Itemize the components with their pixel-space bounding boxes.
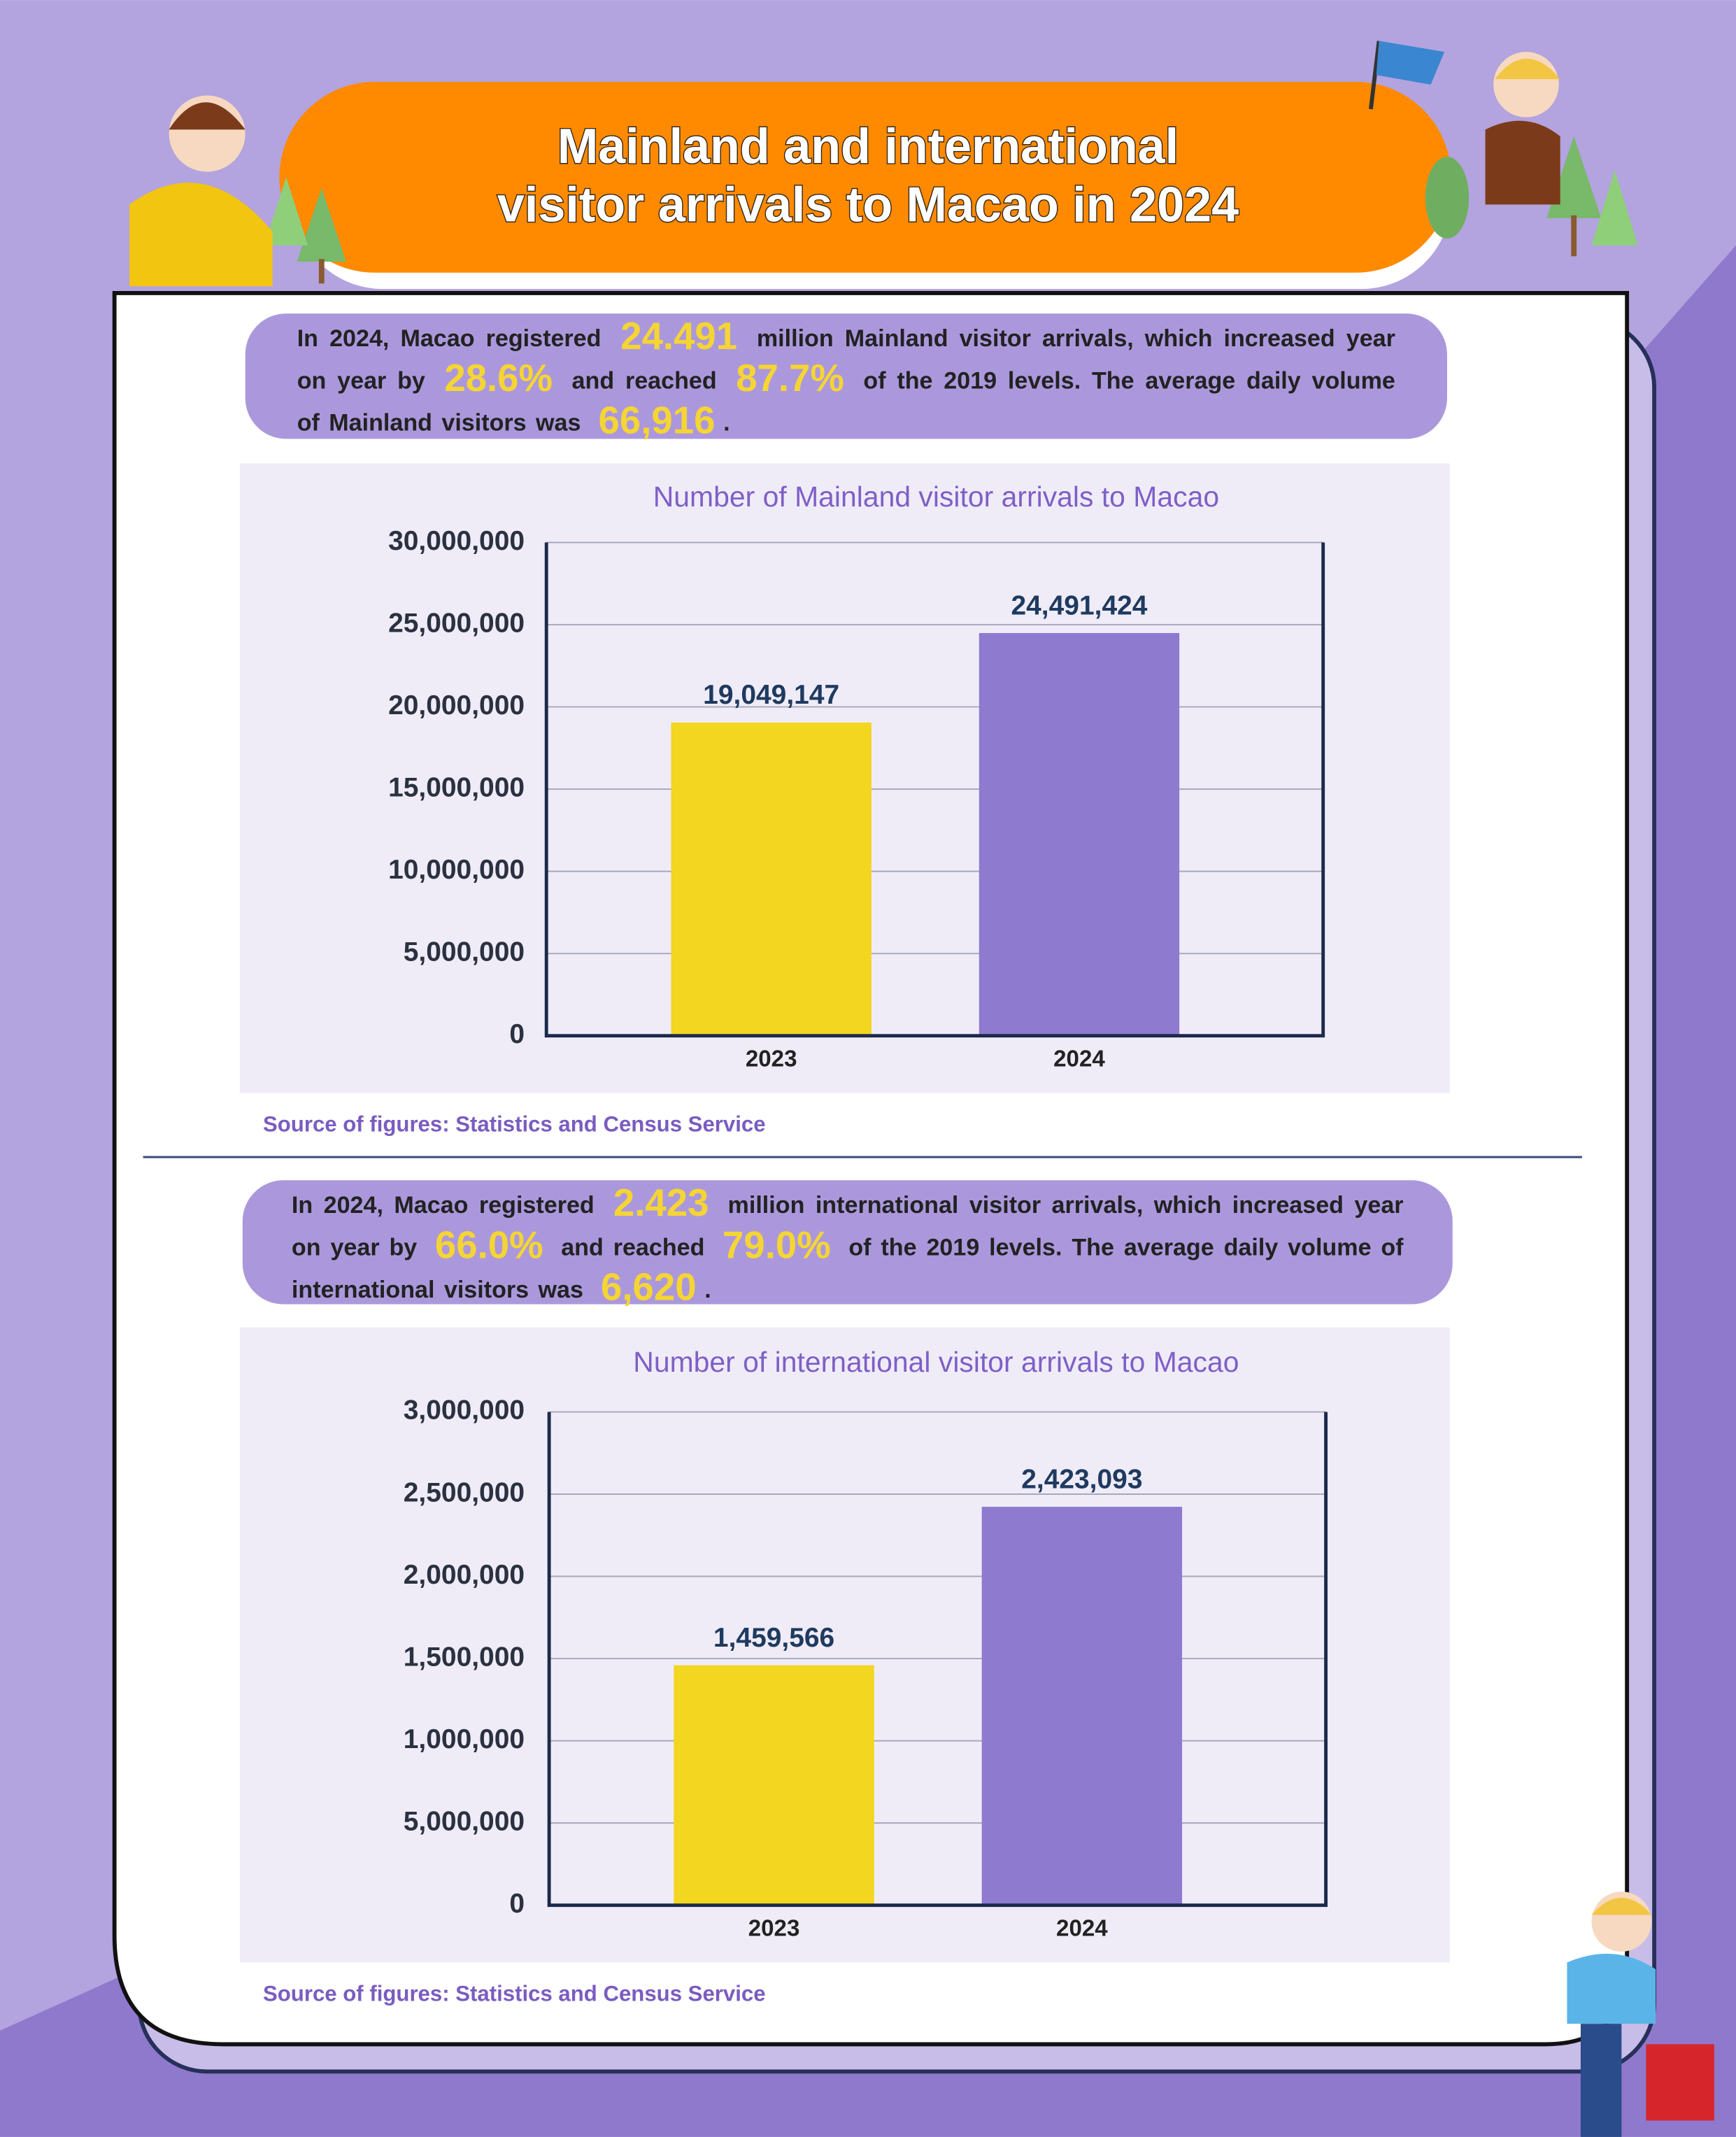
y-tick-label: 20,000,000 [388, 690, 525, 720]
chart-title: Number of Mainland visitor arrivals to M… [653, 481, 1219, 513]
y-tick-label: 5,000,000 [404, 937, 525, 967]
y-tick-label: 15,000,000 [388, 772, 525, 802]
bar [979, 632, 1180, 1036]
summary-phrase: million Mainland visitor arrivals, which… [297, 324, 1395, 395]
summary-phrase: and reached [571, 367, 717, 395]
summary-phrase: In 2024, Macao registered [297, 324, 602, 352]
y-tick-label: 1,000,000 [404, 1724, 525, 1754]
highlight-figure: 2.423 [613, 1183, 709, 1224]
x-tick-label: 2023 [748, 1916, 800, 1942]
summary: In 2024, Macao registered 24.491 million… [297, 316, 1395, 441]
title-pill [279, 82, 1451, 273]
summary-phrase: In 2024, Macao registered [291, 1191, 595, 1219]
y-tick-label: 10,000,000 [388, 855, 525, 885]
highlight-figure: 87.7% [736, 357, 844, 399]
summary-box [245, 313, 1447, 439]
x-tick-label: 2023 [746, 1046, 797, 1072]
source-note: Source of figures: Statistics and Census… [263, 1112, 766, 1137]
axis-frame [544, 542, 1325, 1038]
summary-text: In 2024, Macao registered 2.423 million … [292, 1183, 1404, 1307]
y-tick-label: 2,000,000 [404, 1560, 525, 1590]
y-tick-label: 5,000,000 [404, 1806, 525, 1836]
summary-phrase: . [723, 409, 730, 436]
value-label: 24,491,424 [1011, 590, 1147, 620]
summary-text: In 2024, Macao registered 24.491 million… [297, 316, 1395, 441]
value-label: 19,049,147 [703, 680, 839, 710]
summary: In 2024, Macao registered 2.423 million … [292, 1183, 1404, 1307]
decor-trees [129, 41, 1714, 2137]
y-tick-label: 3,000,000 [404, 1396, 525, 1426]
summary-phrase: million international visitor arrivals, … [291, 1191, 1404, 1261]
bar [981, 1507, 1183, 1905]
y-tick-label: 0 [509, 1019, 525, 1049]
highlight-figure: 24.491 [620, 316, 738, 357]
highlight-figure: 66,916 [598, 399, 716, 442]
highlight-figure: 79.0% [723, 1223, 831, 1266]
x-tick-label: 2024 [1053, 1046, 1105, 1072]
page-title: visitor arrivals to Macao in 2024 [497, 178, 1239, 232]
highlight-figure: 6,620 [601, 1265, 697, 1307]
axis-frame [547, 1412, 1328, 1908]
y-tick-label: 2,500,000 [404, 1477, 525, 1507]
source-note: Source of figures: Statistics and Census… [263, 1982, 766, 2006]
summary-phrase: of the 2019 levels. The average daily vo… [291, 1233, 1404, 1303]
bar [674, 1665, 874, 1905]
y-tick-label: 0 [509, 1889, 525, 1919]
y-tick-label: 25,000,000 [388, 608, 525, 638]
x-tick-label: 2024 [1056, 1916, 1108, 1942]
summary-box [242, 1180, 1453, 1305]
value-label: 2,423,093 [1021, 1464, 1142, 1494]
y-tick-label: 30,000,000 [388, 526, 525, 556]
bar [671, 722, 871, 1036]
chart-title: Number of international visitor arrivals… [633, 1346, 1239, 1378]
highlight-figure: 66.0% [434, 1223, 543, 1266]
summary-phrase: of the 2019 levels. The average daily vo… [297, 367, 1395, 436]
summary-phrase: and reached [561, 1233, 705, 1261]
value-label: 1,459,566 [713, 1623, 834, 1653]
page-title: Mainland and international [557, 119, 1179, 173]
highlight-figure: 28.6% [444, 357, 553, 399]
summary-phrase: . [704, 1275, 711, 1303]
y-tick-label: 1,500,000 [404, 1642, 525, 1672]
